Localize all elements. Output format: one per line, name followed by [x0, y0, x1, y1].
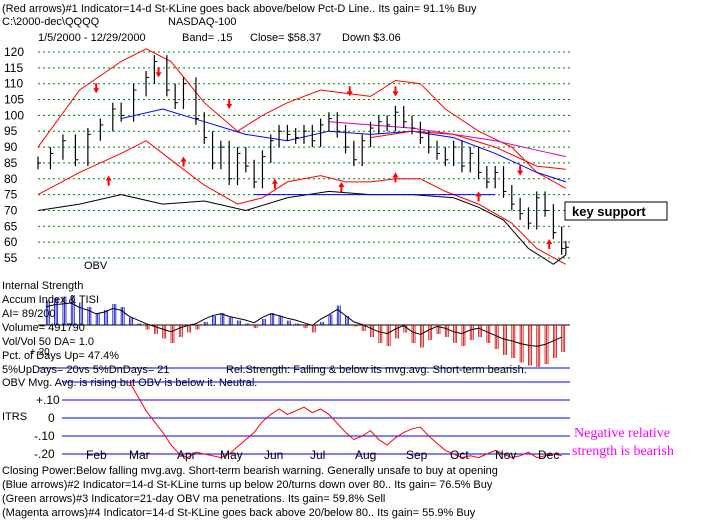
month-label: Feb: [86, 448, 107, 462]
price-y-tick: 70: [4, 203, 18, 217]
red-down-arrow: [226, 99, 233, 110]
month-label: Sep: [406, 448, 428, 462]
price-overlay-lines: [37, 48, 567, 265]
price-y-tick: 55: [4, 251, 18, 265]
red-up-arrow: [546, 238, 553, 249]
red-up-arrow: [392, 172, 399, 183]
red-down-arrow: [155, 67, 162, 78]
price-y-tick: 90: [4, 140, 18, 154]
red-up-arrow: [475, 191, 482, 202]
price-y-tick: 100: [4, 108, 24, 122]
header-band: Band= .15: [182, 32, 232, 44]
month-label: Jul: [310, 448, 325, 462]
price-y-tick: 95: [4, 124, 18, 138]
chart-title: NASDAQ-100: [168, 16, 236, 28]
red-down-arrow: [93, 83, 100, 94]
price-y-tick: 110: [4, 77, 23, 91]
red-up-arrow: [180, 156, 187, 167]
accum-index-panel: [38, 295, 570, 369]
price-y-tick: 60: [4, 235, 18, 249]
red-up-arrow: [338, 181, 345, 192]
month-label: Dec: [538, 448, 559, 462]
header-dates: 1/5/2000 - 12/29/2000: [38, 32, 146, 44]
ai-value: AI= 89/200: [2, 308, 56, 320]
negative-rs-note-line2: strength is bearish: [572, 444, 674, 459]
price-y-tick: 85: [4, 156, 18, 170]
volvol-value: Vol/Vol 50 DA= 1.0: [2, 336, 94, 348]
itrs-tick-zero: 0: [48, 411, 55, 425]
header-change: Down $3.06: [342, 32, 401, 44]
price-y-tick: 75: [4, 188, 18, 202]
internal-strength-label: Internal Strength: [2, 280, 83, 292]
month-label: Jun: [264, 448, 283, 462]
obv-label: OBV: [84, 260, 108, 272]
footer-line-2: (Blue arrows)#2 Indicator=14-d St-KLine …: [2, 479, 493, 491]
price-y-tick: 80: [4, 172, 18, 186]
itrs-tick-minus10: -.10: [34, 429, 55, 443]
itrs-line: [128, 381, 562, 459]
accum-label: Accum Index & TISI: [2, 294, 99, 306]
price-y-tick: 105: [4, 93, 24, 107]
header-close: Close= $58.37: [250, 32, 321, 44]
magenta-moving-average: [328, 121, 566, 158]
red-moving-average: [370, 130, 566, 170]
updays-value: 5%UpDays= 20vs 5%DnDays= 21: [2, 364, 170, 376]
itrs-label: ITRS: [2, 411, 27, 423]
month-label: Nov: [495, 448, 516, 462]
key-support-box: [564, 201, 668, 221]
header-line-1: (Red arrows)#1 Indicator=14-d St-KLine g…: [2, 3, 477, 15]
month-label: Aug: [355, 448, 376, 462]
footer-line-3: (Green arrows)#3 Indicator=21-day OBV ma…: [2, 493, 385, 505]
accum-tick-plus20: +.20: [30, 347, 50, 358]
key-support-label: key support: [572, 204, 646, 219]
header-file-path: C:\2000-dec\QQQQ: [2, 16, 100, 28]
signal-arrows: [93, 67, 553, 249]
itrs-tick-minus20: -.20: [34, 447, 55, 461]
negative-rs-note-line1: Negative relative: [574, 426, 670, 441]
price-y-tick: 120: [4, 45, 24, 59]
rel-strength-note: Rel.Strength: Falling & below its mvg.av…: [226, 364, 527, 376]
price-bars: [37, 55, 569, 255]
itrs-tick-plus10: +.10: [36, 393, 60, 407]
footer-line-1: Closing Power:Below falling mvg.avg. Sho…: [2, 465, 498, 477]
red-up-arrow: [271, 178, 278, 189]
month-axis: Feb Mar Apr May Jun Jul Aug Sep Oct Nov Dec: [86, 448, 559, 462]
month-label: May: [220, 448, 243, 462]
pct-days-up: Pct. of Days Up= 47.4%: [2, 350, 119, 362]
red-down-arrow: [392, 86, 399, 97]
red-down-arrow: [346, 86, 353, 97]
upper-band-line: [37, 48, 567, 189]
blue-moving-average: [120, 108, 566, 183]
tisi-line: [46, 302, 562, 347]
price-y-tick: 115: [4, 61, 23, 75]
month-label: Mar: [129, 448, 150, 462]
red-up-arrow: [105, 175, 112, 186]
price-y-tick: 65: [4, 219, 18, 233]
red-down-arrow: [517, 165, 524, 176]
month-label: Apr: [177, 448, 196, 462]
obv-line: [37, 190, 567, 265]
month-label: Oct: [450, 448, 469, 462]
itrs-panel: [62, 381, 570, 459]
volume-value: Volume= 491790: [2, 322, 85, 334]
lower-band-line: [37, 140, 567, 265]
footer-line-4: (Magenta arrows)#4 Indicator=14-d St-KLi…: [2, 507, 476, 519]
